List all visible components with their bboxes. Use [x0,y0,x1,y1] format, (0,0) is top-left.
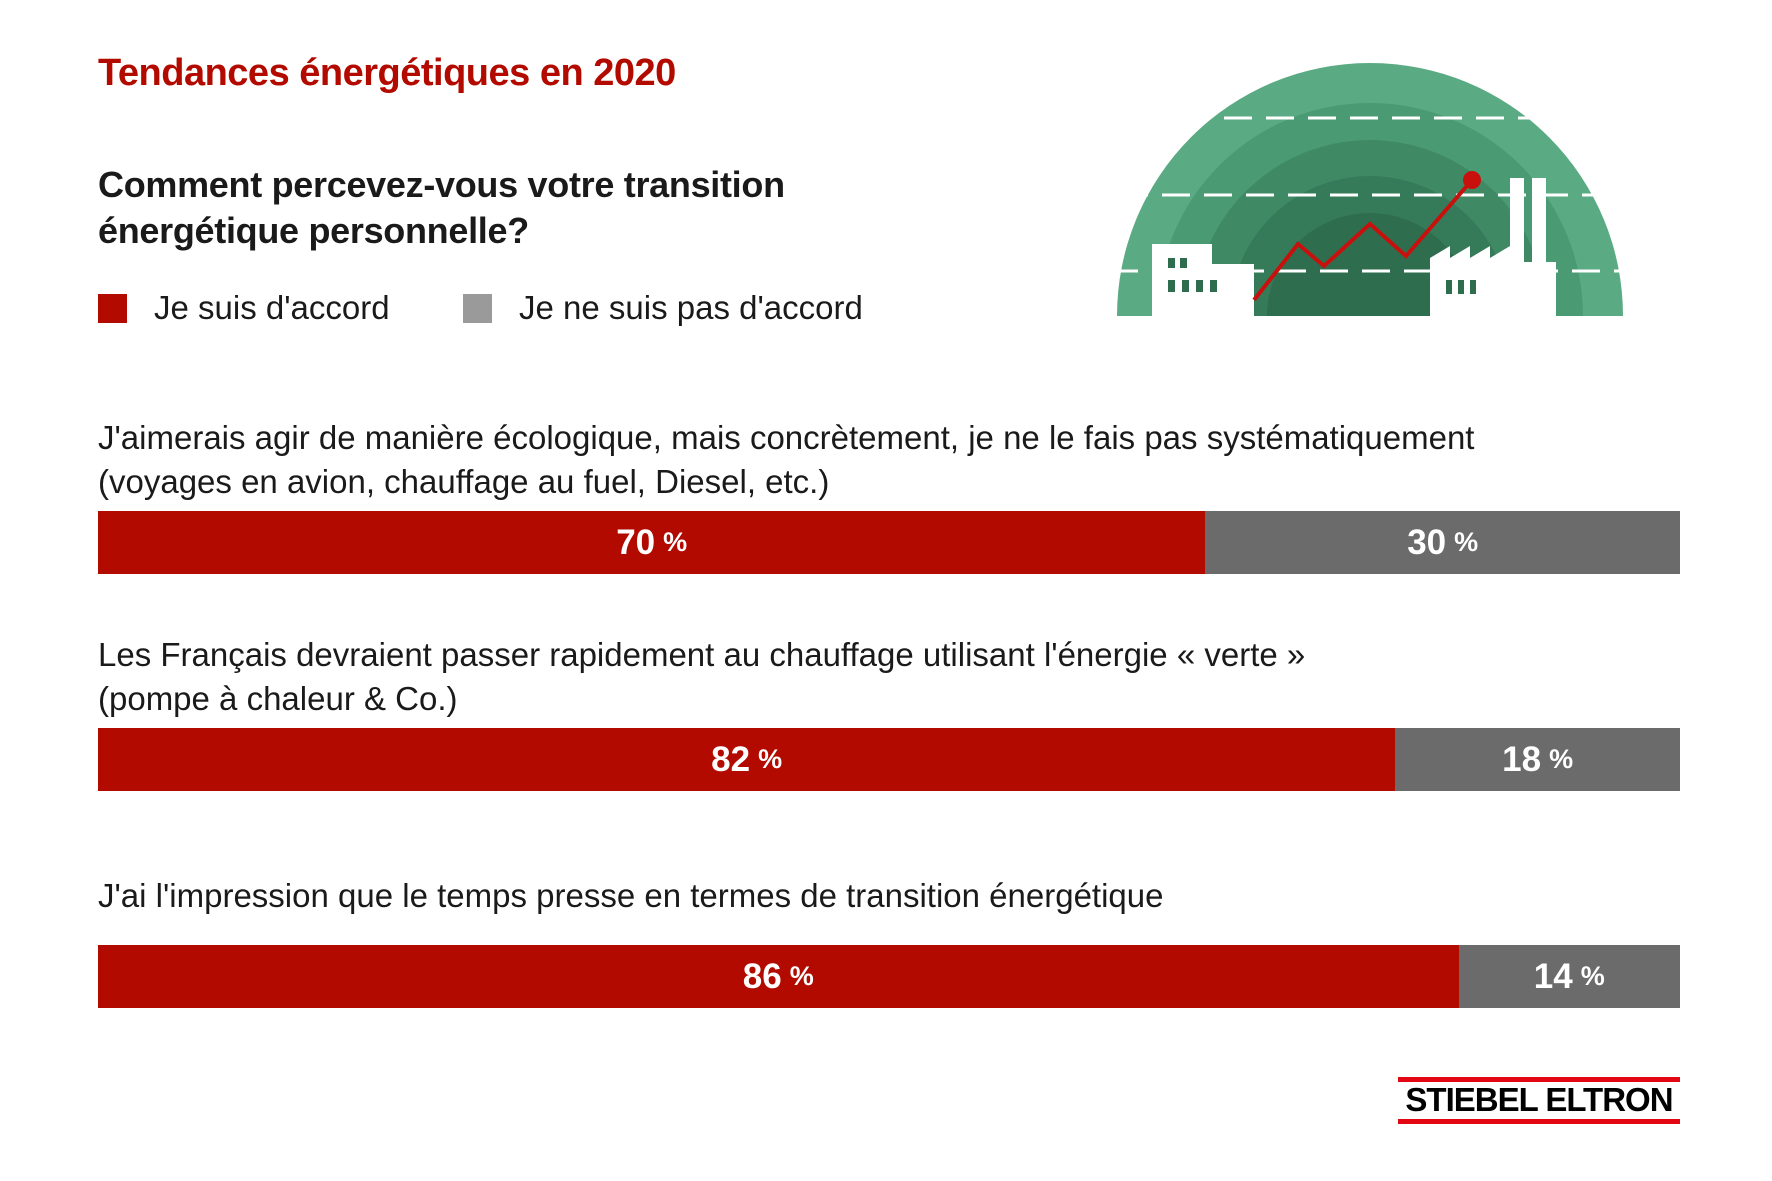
bar-pct-disagree-1: % [1454,527,1479,557]
statement-1-line-1: J'aimerais agir de manière écologique, m… [98,419,1475,456]
statement-1-line-2: (voyages en avion, chauffage au fuel, Di… [98,463,830,500]
legend-item-agree: Je suis d'accord [98,288,390,328]
bar-pct-disagree-2: % [1549,744,1574,774]
bar-value-disagree-3: 14 [1533,956,1573,996]
statement-2-line-2: (pompe à chaleur & Co.) [98,680,458,717]
trend-line [1252,178,1474,302]
statement-2: Les Français devraient passer rapidement… [98,633,1698,721]
statement-1: J'aimerais agir de manière écologique, m… [98,416,1698,504]
legend-item-disagree: Je ne suis pas d'accord [463,288,863,328]
bar-value-agree-2: 82 [711,739,751,779]
trend-point [1463,171,1481,189]
bar-value-agree-1: 70 [616,522,656,562]
chart-question: Comment percevez-vous votre transition é… [98,162,818,254]
statement-3-line-1: J'ai l'impression que le temps presse en… [98,877,1164,914]
bar-value-disagree-1: 30 [1407,522,1447,562]
bar-row-3: 86% 14% [98,945,1680,1008]
bar-pct-agree-1: % [663,527,688,557]
bar-row-2: 82% 18% [98,728,1680,791]
bar-segment-agree-1: 70% [98,511,1206,574]
bar-segment-agree-3: 86% [98,945,1459,1008]
statement-3: J'ai l'impression que le temps presse en… [98,874,1698,918]
logo-text: STIEBEL ELTRON [1405,1081,1673,1118]
legend-label-disagree: Je ne suis pas d'accord [519,289,863,326]
logo-line-top [1398,1077,1680,1082]
bar-value-disagree-2: 18 [1502,739,1542,779]
question-line-2: énergétique personnelle? [98,210,529,251]
bar-segment-disagree-3: 14% [1458,945,1680,1008]
bar-segment-disagree-1: 30% [1205,511,1680,574]
question-line-1: Comment percevez-vous votre transition [98,164,785,205]
bar-pct-disagree-3: % [1580,961,1605,991]
chart-title: Tendances énergétiques en 2020 [98,52,676,94]
factory-icon [1430,178,1556,316]
legend-swatch-disagree [463,293,492,323]
bar-value-agree-3: 86 [742,956,782,996]
stiebel-eltron-logo: STIEBEL ELTRON [1398,1077,1680,1125]
legend-swatch-agree [98,293,127,323]
left-building-icon [1152,244,1254,316]
legend-label-agree: Je suis d'accord [154,289,390,326]
energy-illustration [1110,63,1630,316]
logo-line-bottom [1398,1119,1680,1124]
bar-pct-agree-2: % [758,744,783,774]
bar-segment-disagree-2: 18% [1395,728,1680,791]
bar-pct-agree-3: % [789,961,814,991]
bar-row-1: 70% 30% [98,511,1680,574]
statement-2-line-1: Les Français devraient passer rapidement… [98,636,1306,673]
bar-segment-agree-2: 82% [98,728,1396,791]
